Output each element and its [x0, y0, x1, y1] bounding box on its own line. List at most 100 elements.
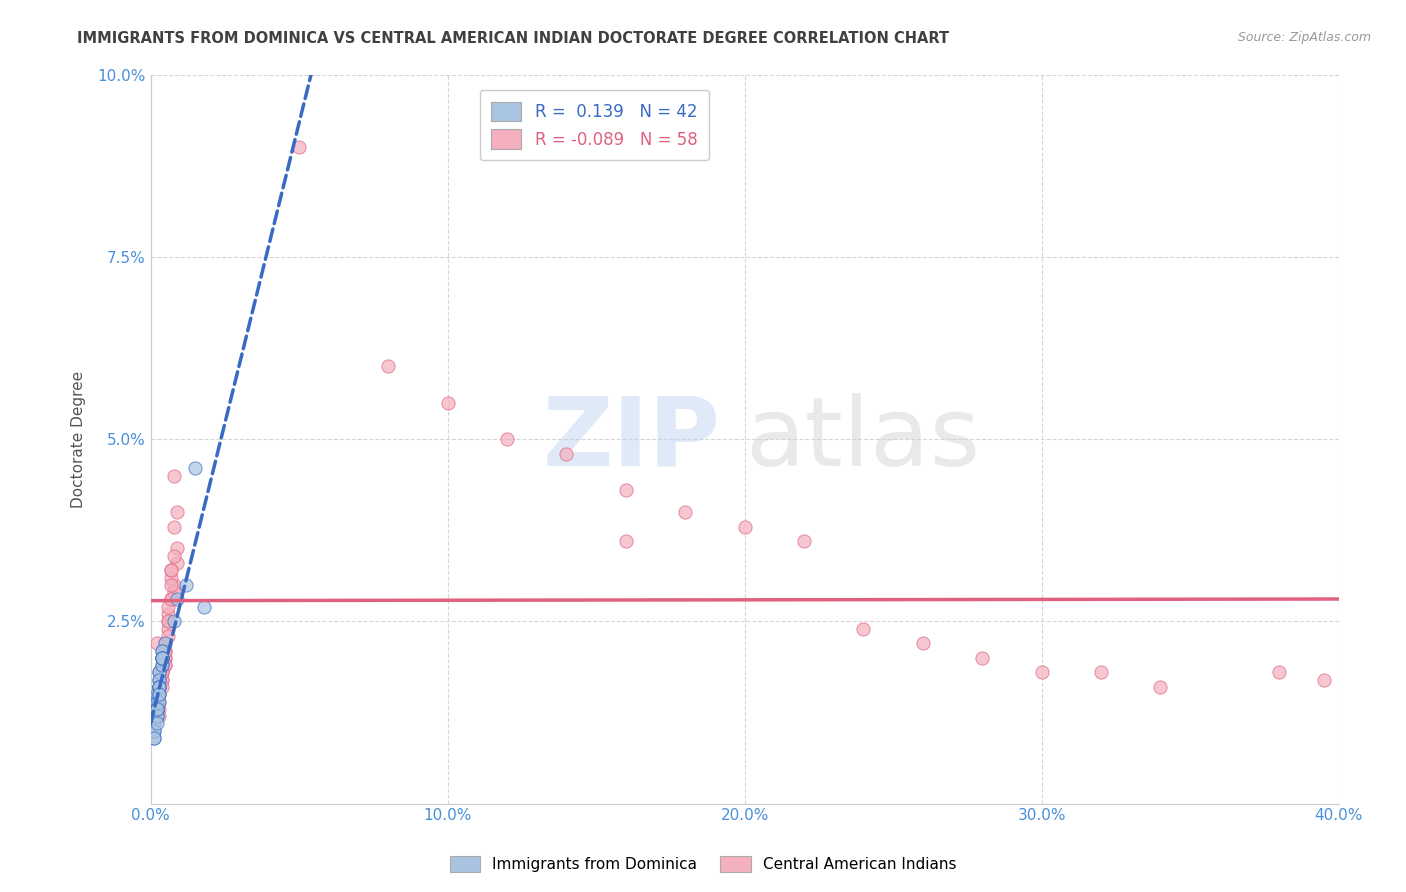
Point [145, 694, 167, 708]
Point [673, 505, 696, 519]
Point [145, 702, 167, 716]
Point [152, 680, 174, 694]
Point [152, 673, 174, 687]
Point [163, 578, 186, 592]
Point [852, 622, 875, 636]
Point [148, 687, 170, 701]
Point [148, 680, 170, 694]
Point [152, 665, 174, 680]
Point [1149, 680, 1171, 694]
Point [152, 650, 174, 665]
Point [288, 140, 311, 154]
Point [145, 709, 167, 723]
Point [152, 665, 174, 680]
Point [157, 622, 180, 636]
Point [148, 680, 170, 694]
Point [160, 563, 183, 577]
Text: ZIP: ZIP [543, 392, 721, 485]
Point [155, 643, 177, 657]
Point [152, 658, 174, 673]
Legend: R =  0.139   N = 42, R = -0.089   N = 58: R = 0.139 N = 42, R = -0.089 N = 58 [479, 90, 709, 161]
Point [148, 702, 170, 716]
Text: IMMIGRANTS FROM DOMINICA VS CENTRAL AMERICAN INDIAN DOCTORATE DEGREE CORRELATION: IMMIGRANTS FROM DOMINICA VS CENTRAL AMER… [77, 31, 949, 46]
Point [1268, 665, 1291, 680]
Point [160, 578, 183, 592]
Point [1031, 665, 1053, 680]
Point [145, 636, 167, 650]
Point [155, 636, 177, 650]
Point [152, 650, 174, 665]
Point [157, 599, 180, 614]
Point [142, 716, 165, 731]
Text: atlas: atlas [745, 392, 980, 485]
Point [155, 658, 177, 673]
Point [157, 629, 180, 643]
Point [160, 571, 183, 585]
Point [155, 650, 177, 665]
Point [193, 599, 215, 614]
Point [142, 723, 165, 738]
Point [148, 687, 170, 701]
Point [377, 359, 399, 373]
Point [160, 592, 183, 607]
Point [160, 592, 183, 607]
Point [145, 702, 167, 716]
Point [555, 447, 578, 461]
Point [145, 709, 167, 723]
Point [152, 650, 174, 665]
Point [1313, 673, 1336, 687]
Point [496, 432, 519, 446]
Point [155, 636, 177, 650]
Point [148, 665, 170, 680]
Point [163, 585, 186, 599]
Point [166, 541, 188, 556]
Point [148, 680, 170, 694]
Point [614, 483, 637, 497]
Point [184, 461, 207, 475]
Point [148, 673, 170, 687]
Text: Source: ZipAtlas.com: Source: ZipAtlas.com [1237, 31, 1371, 45]
Point [152, 650, 174, 665]
Point [160, 563, 183, 577]
Point [152, 658, 174, 673]
Point [163, 549, 186, 563]
Point [166, 592, 188, 607]
Point [166, 505, 188, 519]
Point [148, 694, 170, 708]
Point [148, 709, 170, 723]
Point [436, 395, 458, 409]
Point [145, 702, 167, 716]
Point [166, 556, 188, 570]
Point [145, 687, 167, 701]
Point [148, 673, 170, 687]
Point [152, 643, 174, 657]
Point [145, 702, 167, 716]
Point [152, 650, 174, 665]
Legend: Immigrants from Dominica, Central American Indians: Immigrants from Dominica, Central Americ… [441, 848, 965, 880]
Point [148, 687, 170, 701]
Point [155, 650, 177, 665]
Point [148, 680, 170, 694]
Point [163, 468, 186, 483]
Point [163, 519, 186, 533]
Point [614, 534, 637, 549]
Point [972, 650, 994, 665]
Point [1090, 665, 1112, 680]
Point [152, 665, 174, 680]
Point [157, 615, 180, 629]
Point [911, 636, 934, 650]
Point [152, 673, 174, 687]
Point [148, 665, 170, 680]
Point [142, 731, 165, 745]
Point [145, 716, 167, 731]
Point [148, 680, 170, 694]
Point [174, 578, 197, 592]
Point [152, 643, 174, 657]
Point [157, 607, 180, 621]
Y-axis label: Doctorate Degree: Doctorate Degree [72, 370, 86, 508]
Point [155, 658, 177, 673]
Point [142, 709, 165, 723]
Point [148, 687, 170, 701]
Point [163, 615, 186, 629]
Point [155, 643, 177, 657]
